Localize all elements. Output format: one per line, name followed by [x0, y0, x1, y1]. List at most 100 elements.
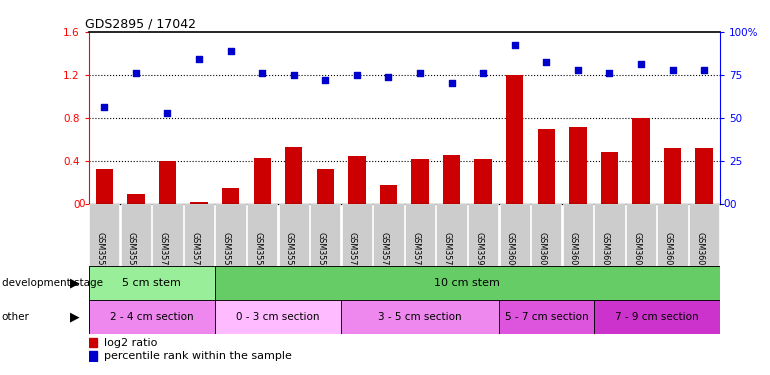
- Text: GSM35565: GSM35565: [222, 232, 231, 276]
- Bar: [695, 148, 713, 204]
- Point: [541, 59, 553, 65]
- Point: [477, 70, 490, 76]
- Text: GSM36011: GSM36011: [537, 232, 547, 276]
- Bar: [569, 127, 587, 204]
- Text: GDS2895 / 17042: GDS2895 / 17042: [85, 18, 196, 31]
- Text: log2 ratio: log2 ratio: [104, 338, 158, 348]
- Point: [383, 74, 395, 80]
- Point: [130, 70, 142, 76]
- Text: GSM35721: GSM35721: [159, 232, 168, 276]
- Text: GSM36012: GSM36012: [569, 232, 578, 276]
- Text: GSM36004: GSM36004: [506, 232, 515, 276]
- Bar: [373, 204, 403, 266]
- Bar: [411, 159, 429, 204]
- Bar: [215, 300, 341, 334]
- Text: 10 cm stem: 10 cm stem: [434, 278, 500, 288]
- Point: [604, 70, 616, 76]
- Text: ▶: ▶: [70, 277, 79, 290]
- Bar: [563, 204, 593, 266]
- Point: [635, 61, 648, 67]
- Text: GSM36016: GSM36016: [695, 232, 705, 276]
- Point: [288, 72, 300, 78]
- Bar: [500, 204, 530, 266]
- Bar: [601, 152, 618, 204]
- Text: GSM35569: GSM35569: [316, 232, 326, 276]
- Text: GSM36013: GSM36013: [601, 232, 610, 276]
- Bar: [405, 204, 435, 266]
- Text: GSM35978: GSM35978: [474, 232, 484, 276]
- Bar: [152, 204, 182, 266]
- Point: [99, 104, 111, 110]
- Text: 2 - 4 cm section: 2 - 4 cm section: [110, 312, 193, 322]
- Bar: [537, 129, 555, 204]
- Bar: [253, 158, 271, 204]
- Point: [162, 110, 174, 116]
- Bar: [316, 169, 334, 204]
- Bar: [190, 202, 208, 204]
- Point: [351, 72, 363, 78]
- Point: [192, 56, 205, 62]
- Bar: [594, 204, 624, 266]
- Text: GSM35570: GSM35570: [95, 232, 105, 276]
- Bar: [664, 148, 681, 204]
- Bar: [632, 118, 650, 204]
- Text: other: other: [2, 312, 29, 322]
- Text: 0 - 3 cm section: 0 - 3 cm section: [236, 312, 320, 322]
- Point: [698, 67, 711, 73]
- Bar: [89, 300, 215, 334]
- Text: 7 - 9 cm section: 7 - 9 cm section: [615, 312, 698, 322]
- Text: GSM35567: GSM35567: [253, 232, 263, 276]
- Bar: [95, 169, 113, 204]
- Bar: [127, 194, 145, 204]
- Bar: [89, 266, 215, 300]
- Text: GSM35571: GSM35571: [127, 232, 136, 276]
- Text: GSM35727: GSM35727: [380, 232, 389, 276]
- Bar: [468, 204, 498, 266]
- Bar: [89, 351, 97, 360]
- Point: [667, 67, 679, 73]
- Bar: [380, 185, 397, 204]
- Text: GSM35728: GSM35728: [411, 232, 420, 276]
- Bar: [594, 300, 720, 334]
- Text: 0: 0: [79, 200, 85, 209]
- Text: 5 - 7 cm section: 5 - 7 cm section: [504, 312, 588, 322]
- Text: GSM36015: GSM36015: [664, 232, 673, 276]
- Text: GSM35725: GSM35725: [190, 232, 199, 276]
- Bar: [658, 204, 688, 266]
- Bar: [89, 338, 97, 347]
- Bar: [499, 300, 594, 334]
- Text: GSM35568: GSM35568: [285, 232, 294, 276]
- Point: [509, 42, 521, 48]
- Bar: [531, 204, 561, 266]
- Bar: [247, 204, 277, 266]
- Bar: [159, 161, 176, 204]
- Bar: [348, 156, 366, 204]
- Bar: [689, 204, 719, 266]
- Point: [256, 70, 269, 76]
- Text: 3 - 5 cm section: 3 - 5 cm section: [378, 312, 462, 322]
- Text: GSM36014: GSM36014: [632, 232, 641, 276]
- Text: GSM35729: GSM35729: [443, 232, 452, 276]
- Point: [446, 80, 458, 86]
- Bar: [279, 204, 309, 266]
- Text: GSM35726: GSM35726: [348, 232, 357, 276]
- Bar: [216, 204, 246, 266]
- Text: ▶: ▶: [70, 310, 79, 323]
- Bar: [215, 266, 720, 300]
- Bar: [222, 188, 239, 204]
- Bar: [437, 204, 467, 266]
- Text: 5 cm stem: 5 cm stem: [122, 278, 181, 288]
- Bar: [474, 159, 492, 204]
- Point: [414, 70, 427, 76]
- Bar: [310, 204, 340, 266]
- Text: percentile rank within the sample: percentile rank within the sample: [104, 351, 292, 361]
- Text: 0: 0: [724, 200, 730, 209]
- Point: [572, 67, 584, 73]
- Bar: [626, 204, 656, 266]
- Bar: [341, 300, 499, 334]
- Bar: [89, 204, 119, 266]
- Bar: [443, 155, 460, 204]
- Bar: [285, 147, 303, 204]
- Text: development stage: development stage: [2, 278, 102, 288]
- Bar: [506, 75, 524, 204]
